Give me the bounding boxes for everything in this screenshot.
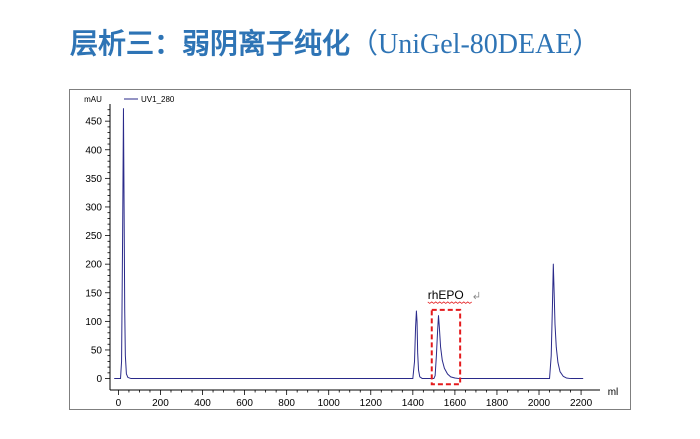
title-column-name: （UniGel-80DEAE） — [350, 29, 601, 60]
y-tick-label: 450 — [85, 117, 102, 128]
series-line-uv1-280 — [114, 108, 584, 380]
chart-plot-area — [114, 108, 584, 380]
x-tick-label: 600 — [236, 398, 253, 409]
y-tick-label: 50 — [91, 345, 103, 356]
chart-annotation: rhEPO — [427, 288, 480, 386]
paragraph-return-icon — [473, 291, 480, 300]
x-tick-label: 2200 — [570, 398, 593, 409]
x-unit-label: ml — [608, 387, 619, 398]
y-tick-label: 0 — [96, 374, 102, 385]
y-unit-label: mAU — [84, 95, 102, 104]
x-tick-label: 0 — [116, 398, 122, 409]
x-tick-label: 200 — [152, 398, 169, 409]
y-tick-label: 200 — [85, 260, 102, 271]
y-tick-label: 300 — [85, 202, 102, 213]
x-tick-label: 1800 — [486, 398, 509, 409]
legend-label: UV1_280 — [141, 95, 175, 104]
y-tick-label: 250 — [85, 231, 102, 242]
rhepo-highlight-box — [430, 308, 462, 386]
x-tick-label: 1400 — [402, 398, 425, 409]
y-tick-label: 350 — [85, 174, 102, 185]
chart-ticks: 0 50 100 150 200 250 300 350 400 450 0 200 400 600 800… — [84, 95, 618, 409]
x-tick-label: 800 — [278, 398, 295, 409]
x-tick-label: 1200 — [360, 398, 383, 409]
x-tick-label: 2000 — [528, 398, 551, 409]
chart-frame: 0 50 100 150 200 250 300 350 400 450 0 200 400 600 800… — [69, 89, 631, 410]
x-tick-label: 1000 — [318, 398, 341, 409]
y-tick-label: 100 — [85, 317, 102, 328]
spellcheck-underline — [427, 301, 472, 304]
chart-legend: UV1_280 — [124, 95, 175, 104]
y-tick-label: 400 — [85, 145, 102, 156]
y-tick-label: 150 — [85, 288, 102, 299]
rhepo-label: rhEPO — [428, 288, 464, 302]
title-chinese: 层析三：弱阴离子纯化 — [70, 27, 351, 60]
x-tick-label: 1600 — [444, 398, 467, 409]
slide-title: 层析三：弱阴离子纯化（UniGel-80DEAE） — [70, 22, 600, 66]
chromatogram-chart: 0 50 100 150 200 250 300 350 400 450 0 200 400 600 800… — [84, 95, 618, 409]
chart-axes — [109, 104, 600, 391]
x-tick-label: 400 — [194, 398, 211, 409]
